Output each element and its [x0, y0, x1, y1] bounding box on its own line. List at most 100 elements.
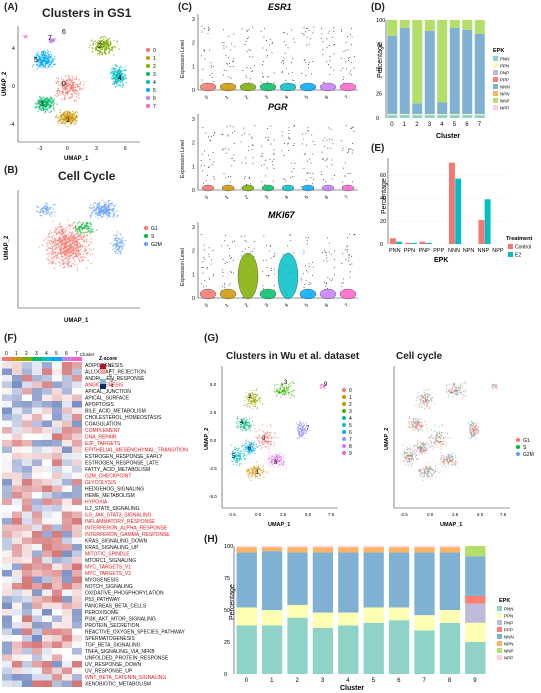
- umap-point: [45, 108, 47, 110]
- bar: [419, 241, 426, 244]
- umap-point: [298, 430, 300, 432]
- umap-point: [116, 248, 118, 250]
- jitter-point: [210, 136, 212, 138]
- heatmap-cell: [12, 362, 22, 369]
- heatmap-cell: [12, 459, 22, 466]
- heatmap-cell: [12, 381, 22, 388]
- umap-point: [78, 249, 81, 252]
- umap-point: [265, 437, 267, 440]
- umap-point: [99, 54, 101, 56]
- umap-point: [83, 256, 85, 258]
- pathway-label: UNFOLDED_PROTEIN_RESPONSE: [85, 656, 169, 662]
- umap-point: [57, 240, 59, 242]
- heatmap-cell: [22, 537, 32, 544]
- umap-point: [269, 434, 271, 436]
- umap-point: [100, 45, 102, 47]
- umap-point: [267, 463, 269, 465]
- umap-point: [96, 203, 98, 205]
- heatmap-cell: [32, 667, 42, 674]
- cluster-label: 0: [262, 436, 266, 442]
- heatmap-cell: [42, 622, 52, 629]
- jitter-point: [351, 36, 353, 38]
- jitter-point: [346, 151, 348, 153]
- umap-point: [68, 78, 70, 81]
- umap-point: [243, 420, 245, 422]
- umap-point: [244, 449, 247, 451]
- umap-point: [58, 261, 61, 263]
- umap-point: [94, 49, 97, 52]
- violin-shape: [279, 82, 297, 92]
- jitter-point: [349, 173, 351, 175]
- violin-shape: [239, 82, 257, 92]
- heatmap-cell: [2, 635, 12, 642]
- jitter-point: [281, 131, 283, 133]
- heatmap-cell: [22, 368, 32, 375]
- cluster-label: 3: [284, 380, 288, 386]
- jitter-point: [345, 61, 347, 63]
- jitter-point: [308, 283, 310, 285]
- umap-point: [89, 204, 92, 206]
- umap-point: [254, 474, 257, 476]
- heatmap-cell: [72, 414, 82, 421]
- umap-point: [280, 392, 282, 394]
- heatmap-cell: [62, 680, 72, 687]
- heatmap-cell: [62, 641, 72, 648]
- panel-d-label: (D): [371, 2, 385, 13]
- column-label: 7: [75, 351, 78, 357]
- umap-point: [270, 432, 272, 434]
- jitter-point: [208, 279, 210, 281]
- heatmap-cell: [22, 485, 32, 492]
- umap-point: [49, 207, 51, 209]
- umap-point: [42, 59, 44, 61]
- heatmap-cell: [32, 661, 42, 668]
- heatmap-cell: [62, 544, 72, 551]
- umap-point: [46, 249, 48, 252]
- umap-point: [104, 208, 106, 210]
- umap-point: [71, 233, 73, 235]
- umap-point: [260, 437, 263, 439]
- jitter-point: [261, 155, 263, 157]
- panel-h-label: (H): [204, 534, 218, 545]
- heatmap-cell: [72, 466, 82, 473]
- jitter-point: [240, 255, 242, 257]
- umap-point: [272, 463, 274, 465]
- jitter-point: [245, 162, 247, 164]
- heatmap-cell: [32, 453, 42, 460]
- jitter-point: [352, 149, 354, 151]
- jitter-point: [301, 185, 303, 187]
- jitter-point: [313, 178, 315, 180]
- umap-point: [113, 212, 115, 215]
- violin-shape: [221, 184, 235, 192]
- umap-point: [273, 444, 275, 446]
- heatmap-cell: [52, 479, 62, 486]
- umap-point: [68, 90, 70, 93]
- heatmap-cell: [2, 420, 12, 427]
- jitter-point: [230, 270, 232, 272]
- umap-point: [261, 469, 263, 471]
- legend-swatch: [493, 91, 498, 96]
- umap-point: [53, 55, 56, 58]
- umap-point: [73, 81, 76, 83]
- jitter-point: [231, 257, 233, 259]
- umap-point: [113, 67, 115, 70]
- umap-point: [247, 440, 249, 443]
- umap-point: [65, 244, 67, 246]
- heatmap-cell: [62, 628, 72, 635]
- jitter-point: [266, 266, 268, 268]
- umap-point: [107, 44, 109, 46]
- umap-point: [70, 245, 72, 247]
- umap-point: [64, 250, 66, 252]
- heatmap-cell: [52, 446, 62, 453]
- umap-point: [120, 72, 123, 75]
- umap-point: [38, 104, 40, 106]
- umap-point: [245, 458, 247, 461]
- umap-point: [58, 231, 60, 233]
- umap-point: [290, 395, 292, 397]
- umap-point: [82, 244, 84, 246]
- jitter-point: [222, 271, 224, 273]
- umap-point: [51, 253, 53, 256]
- umap-point: [48, 111, 50, 113]
- umap-point: [120, 241, 122, 244]
- umap-point: [49, 56, 52, 58]
